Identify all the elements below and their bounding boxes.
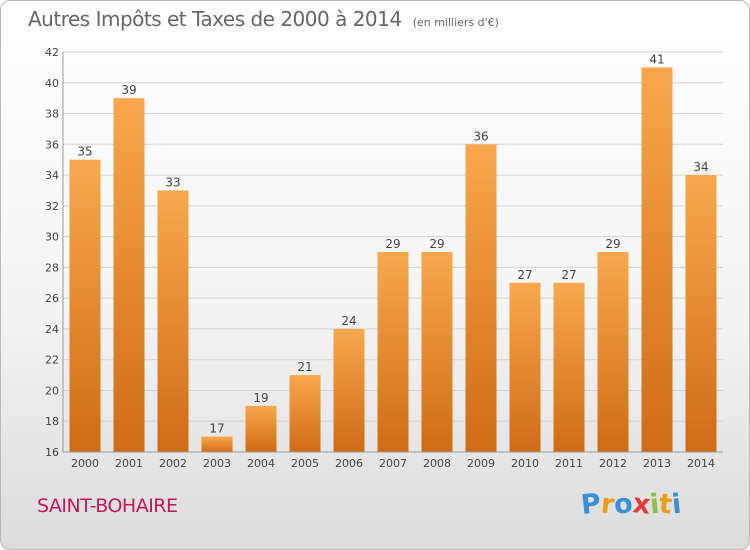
bar-2014 [685, 175, 717, 453]
x-tick-label: 2007 [379, 457, 407, 470]
y-tick-label: 18 [45, 415, 59, 428]
bar-2011 [553, 282, 585, 452]
y-tick-label: 40 [45, 77, 59, 90]
bar-value-label: 39 [121, 83, 136, 97]
bar-2005 [289, 375, 321, 452]
bar-value-label: 27 [517, 268, 532, 282]
x-tick-label: 2012 [599, 457, 627, 470]
bar-value-label: 27 [561, 268, 576, 282]
bar-value-label: 41 [649, 52, 664, 66]
bar-2006 [333, 328, 365, 452]
x-tick-label: 2006 [335, 457, 363, 470]
x-tick-label: 2010 [511, 457, 539, 470]
proxiti-logo[interactable]: Proxiti [579, 488, 684, 521]
x-tick-label: 2002 [159, 457, 187, 470]
y-tick-label: 34 [45, 169, 59, 182]
bar-value-label: 21 [297, 360, 312, 374]
x-tick-label: 2001 [115, 457, 143, 470]
x-tick-label: 2003 [203, 457, 231, 470]
x-tick-label: 2000 [71, 457, 99, 470]
bar-value-label: 36 [473, 129, 488, 143]
bar-2010 [509, 282, 541, 452]
x-tick-label: 2008 [423, 457, 451, 470]
bar-value-label: 19 [253, 391, 268, 405]
x-tick-label: 2011 [555, 457, 583, 470]
bar-value-label: 29 [429, 237, 444, 251]
y-tick-label: 20 [45, 384, 59, 397]
commune-name: SAINT-BOHAIRE [37, 495, 178, 517]
x-tick-label: 2014 [687, 457, 715, 470]
bar-layer [69, 67, 717, 453]
title-row: Autres Impôts et Taxes de 2000 à 2014 (e… [28, 7, 499, 31]
y-tick-label: 30 [45, 231, 59, 244]
y-tick-label: 32 [45, 200, 59, 213]
chart-title: Autres Impôts et Taxes de 2000 à 2014 [28, 7, 402, 31]
bar-2007 [377, 252, 409, 452]
bar-2002 [157, 190, 189, 452]
y-tick-label: 22 [45, 354, 59, 367]
y-tick-label: 26 [45, 292, 59, 305]
y-tick-label: 16 [45, 446, 59, 459]
x-tick-label: 2013 [643, 457, 671, 470]
x-tick-label: 2004 [247, 457, 275, 470]
bar-value-label: 29 [385, 237, 400, 251]
y-tick-label: 36 [45, 138, 59, 151]
bar-2004 [245, 405, 277, 452]
y-tick-label: 28 [45, 261, 59, 274]
bar-value-label: 24 [341, 314, 356, 328]
bar-value-label: 35 [77, 145, 92, 159]
bar-value-label: 29 [605, 237, 620, 251]
bar-2013 [641, 67, 673, 452]
bar-2003 [201, 436, 233, 452]
bar-2012 [597, 252, 629, 452]
bar-value-label: 17 [209, 422, 224, 436]
bar-2008 [421, 252, 453, 452]
axis-layer: 16 18 20 22 24 26 28 30 32 34 36 38 40 42 35 2000 39 2001… [45, 46, 723, 470]
bar-value-label: 33 [165, 175, 180, 189]
y-tick-label: 24 [45, 323, 59, 336]
logo-letter: i [670, 488, 684, 521]
chart-subtitle: (en milliers d'€) [412, 16, 499, 29]
y-tick-label: 38 [45, 108, 59, 121]
x-tick-label: 2009 [467, 457, 495, 470]
x-tick-label: 2005 [291, 457, 319, 470]
bar-2000 [69, 159, 101, 452]
bar-2001 [113, 98, 145, 453]
y-tick-label: 42 [45, 46, 59, 59]
bar-value-label: 34 [693, 160, 708, 174]
bar-2009 [465, 144, 497, 453]
